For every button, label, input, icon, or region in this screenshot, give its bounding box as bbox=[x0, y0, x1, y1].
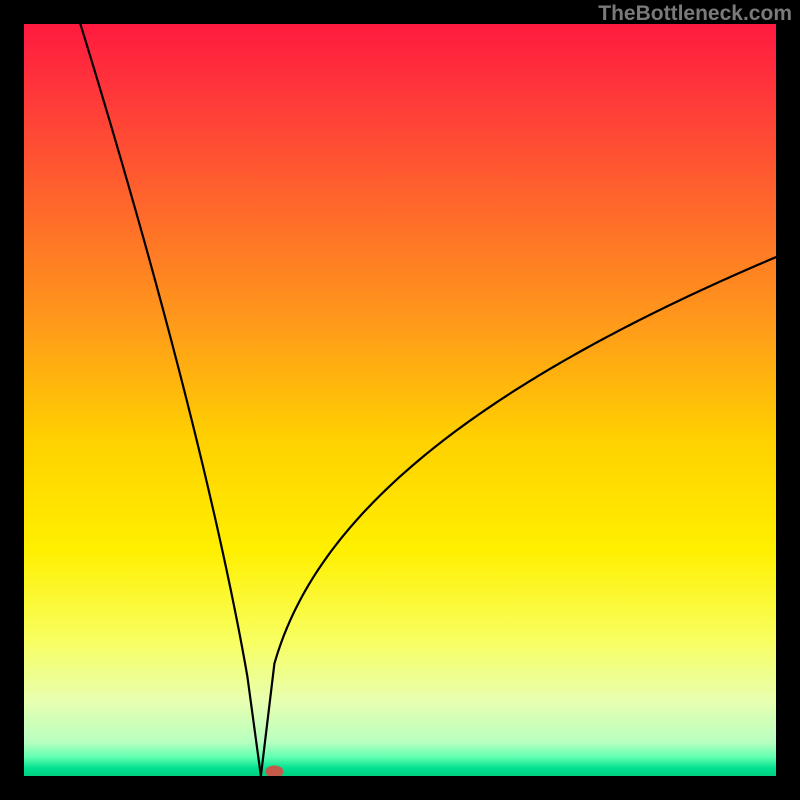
watermark-text: TheBottleneck.com bbox=[598, 2, 792, 26]
plot-area bbox=[24, 24, 776, 776]
plot-svg bbox=[24, 24, 776, 776]
chart-frame: TheBottleneck.com bbox=[0, 0, 800, 800]
gradient-background bbox=[24, 24, 776, 776]
